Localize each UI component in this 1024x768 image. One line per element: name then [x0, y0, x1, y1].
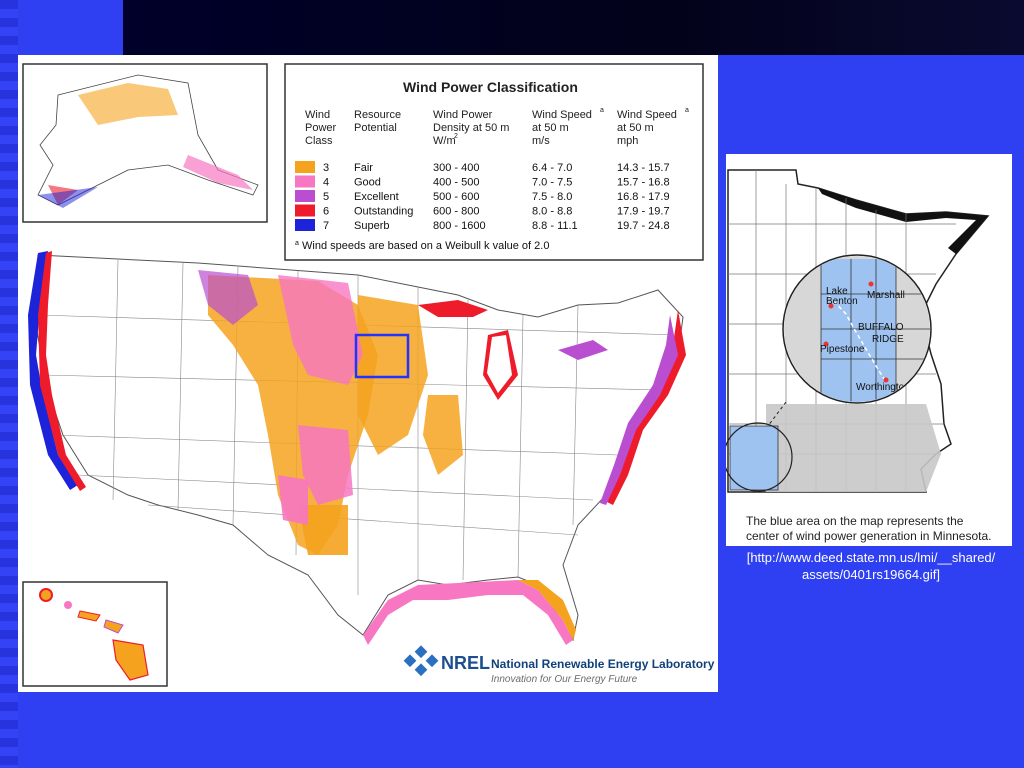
label-benton: Benton: [826, 296, 858, 307]
legend-swatch: [295, 219, 315, 231]
footnote-mark: a: [295, 240, 299, 247]
svg-text:a: a: [685, 107, 689, 114]
legend-speed-ms: 7.5 - 8.0: [532, 191, 572, 203]
nrel-tagline: Innovation for Our Energy Future: [491, 674, 638, 685]
mn-caption-line2: center of wind power generation in Minne…: [746, 529, 991, 543]
title-bar: [123, 0, 1024, 55]
svg-text:Wind Power: Wind Power: [433, 109, 493, 121]
legend-box: Wind Power Classification Wind Power Cla…: [284, 63, 704, 261]
legend-header-density: Wind Power Density at 50 m W/m 2: [433, 109, 509, 147]
label-ridge: RIDGE: [872, 334, 904, 345]
legend-swatch: [295, 161, 315, 173]
nrel-name: National Renewable Energy Laboratory: [491, 657, 715, 671]
contiguous-us-map: [28, 251, 686, 645]
credit-line-1: [http://www.deed.state.mn.us/lmi/__share…: [746, 550, 996, 565]
legend-speed-mph: 17.9 - 19.7: [617, 206, 670, 218]
legend-speed-mph: 16.8 - 17.9: [617, 191, 670, 203]
svg-text:Power: Power: [305, 122, 337, 134]
legend-density: 500 - 600: [433, 191, 479, 203]
svg-text:W/m: W/m: [433, 135, 456, 147]
svg-text:Resource: Resource: [354, 109, 401, 121]
legend-row: 3 Fair 300 - 400 6.4 - 7.0 14.3 - 15.7: [295, 161, 670, 174]
legend-header-speed-mph: Wind Speed at 50 m mph a: [617, 107, 689, 147]
svg-text:mph: mph: [617, 135, 638, 147]
left-decoration: [0, 0, 18, 768]
legend-class: 4: [323, 177, 329, 189]
legend-speed-ms: 7.0 - 7.5: [532, 177, 572, 189]
nrel-logo: NREL National Renewable Energy Laborator…: [403, 645, 715, 685]
legend-density: 400 - 500: [433, 177, 479, 189]
legend-potential: Fair: [354, 162, 373, 174]
svg-text:at 50 m: at 50 m: [617, 122, 654, 134]
legend-header-speed-ms: Wind Speed at 50 m m/s a: [532, 107, 604, 147]
label-worthington: Worthington: [856, 382, 910, 393]
legend-class: 6: [323, 206, 329, 218]
legend-density: 300 - 400: [433, 162, 479, 174]
nrel-logo-text: NREL: [441, 653, 490, 673]
svg-text:at 50 m: at 50 m: [532, 122, 569, 134]
svg-text:Potential: Potential: [354, 122, 397, 134]
legend-title: Wind Power Classification: [403, 79, 578, 95]
legend-potential: Outstanding: [354, 206, 413, 218]
legend-footnote: Wind speeds are based on a Weibull k val…: [302, 240, 549, 252]
legend-swatch: [295, 204, 315, 217]
svg-text:Wind: Wind: [305, 109, 330, 121]
svg-text:Wind Speed: Wind Speed: [532, 109, 592, 121]
minnesota-highlight-box: [354, 333, 410, 379]
svg-text:Wind Speed: Wind Speed: [617, 109, 677, 121]
svg-text:Class: Class: [305, 135, 333, 147]
legend-class: 5: [323, 191, 329, 203]
hawaii-inset: [22, 581, 168, 687]
label-pipestone: Pipestone: [820, 344, 865, 355]
label-lake: Lake: [826, 286, 848, 297]
legend-row: 6 Outstanding 600 - 800 8.0 - 8.8 17.9 - 19.…: [295, 204, 670, 218]
legend-density: 800 - 1600: [433, 220, 486, 232]
credit-line-2: assets/0401rs19664.gif]: [801, 567, 941, 582]
legend-class: 3: [323, 162, 329, 174]
legend-row: 4 Good 400 - 500 7.0 - 7.5 15.7 - 16.8: [295, 175, 670, 189]
legend-header-potential: Resource Potential: [354, 109, 401, 134]
legend-speed-ms: 8.0 - 8.8: [532, 206, 572, 218]
legend-row: 5 Excellent 500 - 600 7.5 - 8.0 16.8 - 17.9: [295, 190, 670, 203]
legend-rows: 3 Fair 300 - 400 6.4 - 7.0 14.3 - 15.74 Good 4…: [295, 161, 670, 232]
label-marshall: Marshall: [867, 290, 905, 301]
legend-header-class: Wind Power Class: [305, 109, 337, 147]
legend-speed-mph: 15.7 - 16.8: [617, 177, 670, 189]
legend-density: 600 - 800: [433, 206, 479, 218]
legend-swatch: [295, 190, 315, 202]
label-buffalo: BUFFALO: [858, 322, 904, 333]
legend-potential: Superb: [354, 220, 389, 232]
legend-row: 7 Superb 800 - 1600 8.8 - 11.1 19.7 - 24.8: [295, 219, 670, 232]
minnesota-map: Lake Benton Marshall BUFFALO RIDGE Pipes…: [723, 154, 1012, 546]
svg-text:Density at 50 m: Density at 50 m: [433, 122, 509, 134]
svg-text:m/s: m/s: [532, 135, 550, 147]
wind-power-map: Wind Power Classification Wind Power Cla…: [18, 55, 718, 692]
legend-class: 7: [323, 220, 329, 232]
svg-text:a: a: [600, 107, 604, 114]
legend-swatch: [295, 175, 315, 188]
legend-speed-mph: 19.7 - 24.8: [617, 220, 670, 232]
mn-caption-line1: The blue area on the map represents the: [746, 514, 964, 528]
legend-potential: Good: [354, 177, 381, 189]
legend-speed-mph: 14.3 - 15.7: [617, 162, 670, 174]
legend-speed-ms: 8.8 - 11.1: [532, 220, 578, 232]
legend-potential: Excellent: [354, 191, 399, 203]
nrel-diamond-icon: [403, 645, 439, 677]
small-blue-region: [729, 425, 779, 491]
svg-text:2: 2: [454, 133, 458, 140]
source-credit: [http://www.deed.state.mn.us/lmi/__share…: [726, 549, 1016, 583]
wind-map-graphic: Wind Power Classification Wind Power Cla…: [22, 63, 715, 687]
minnesota-map-graphic: Lake Benton Marshall BUFFALO RIDGE Pipes…: [723, 169, 991, 543]
legend-speed-ms: 6.4 - 7.0: [532, 162, 572, 174]
